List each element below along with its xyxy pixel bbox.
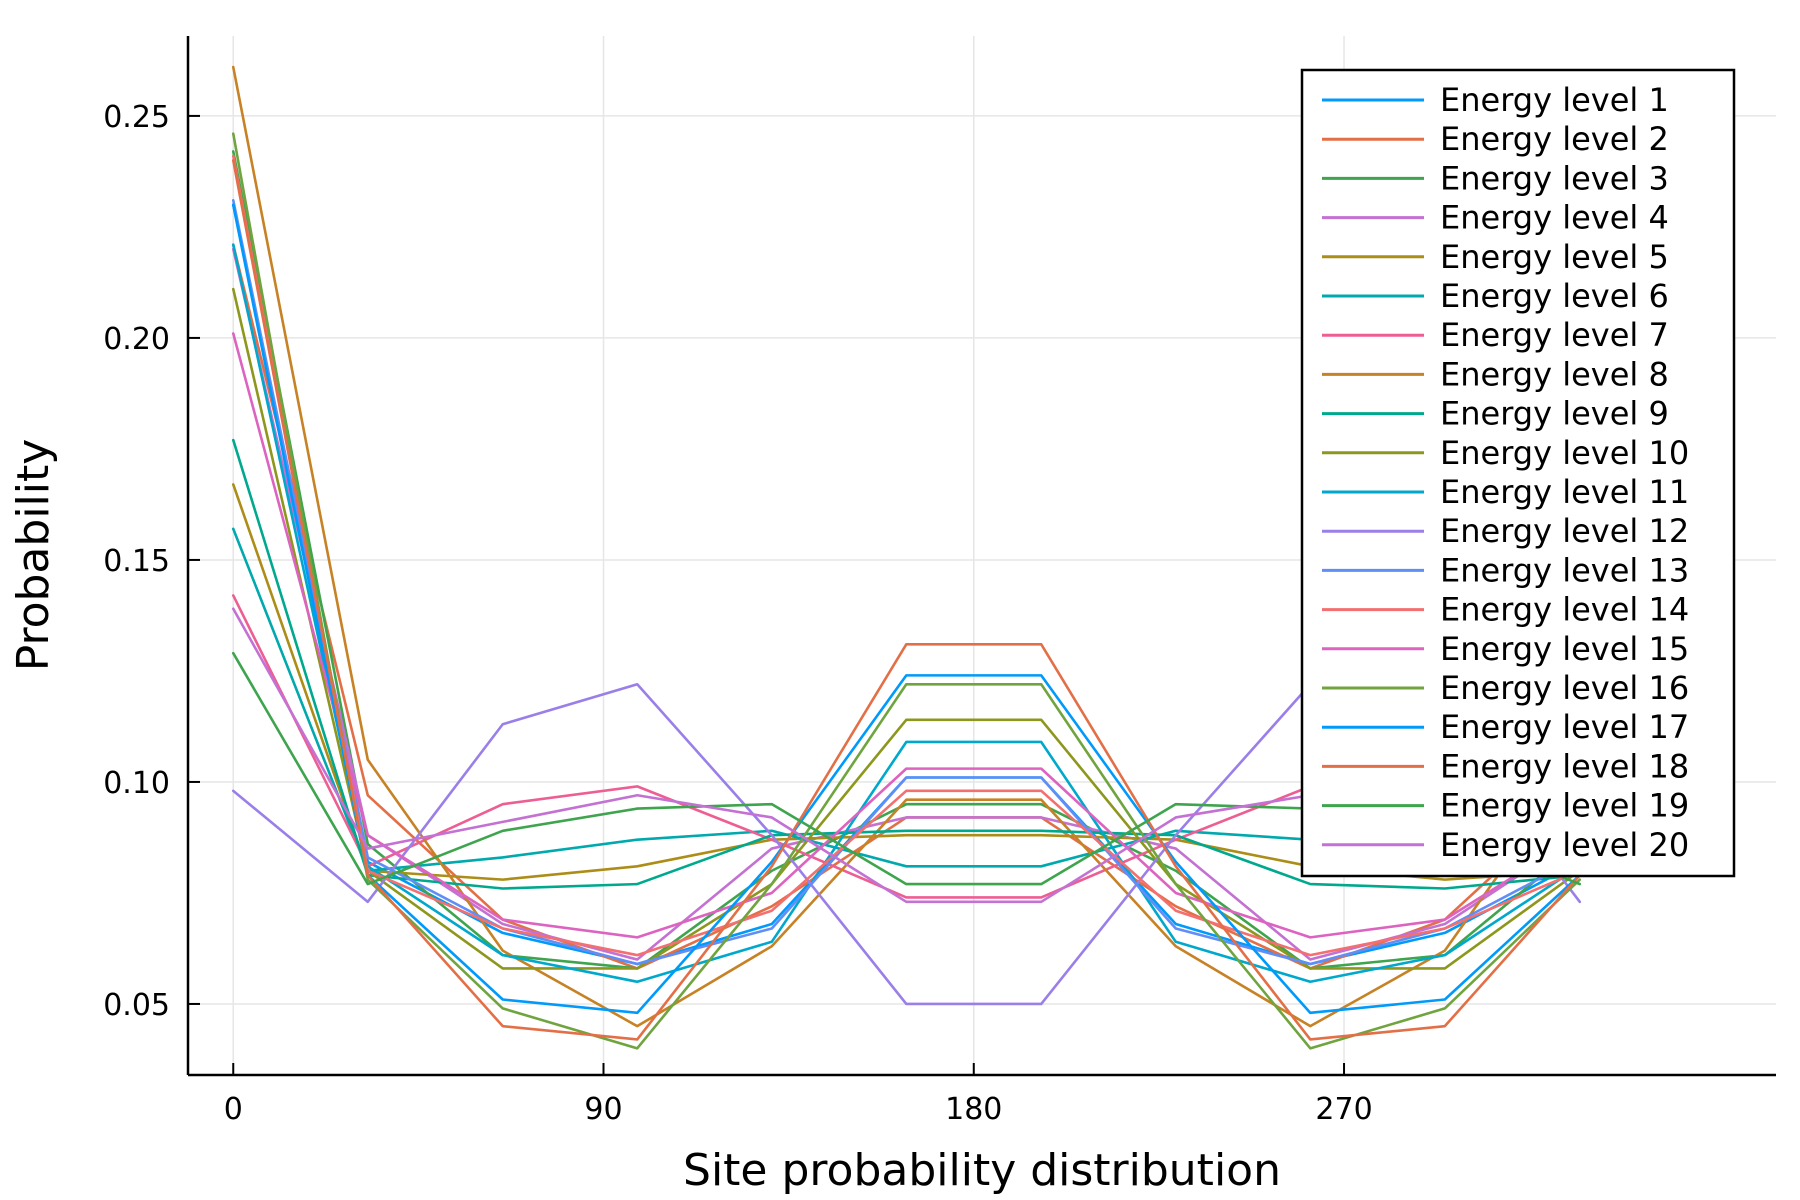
- x-tick-label: 90: [584, 1092, 622, 1127]
- legend-label: Energy level 3: [1440, 159, 1669, 197]
- legend-label: Energy level 6: [1440, 277, 1669, 315]
- legend-label: Energy level 12: [1440, 512, 1689, 550]
- x-tick-label: 180: [945, 1092, 1002, 1127]
- legend-label: Energy level 16: [1440, 669, 1689, 707]
- legend-label: Energy level 14: [1440, 591, 1689, 629]
- y-tick-label: 0.05: [103, 988, 170, 1023]
- y-tick-label: 0.25: [103, 100, 170, 135]
- series-line-energy-level-13: [231, 198, 1582, 966]
- x-tick-label: 270: [1315, 1092, 1372, 1127]
- legend-label: Energy level 13: [1440, 551, 1689, 589]
- series-line-energy-level-17: [231, 203, 1582, 1015]
- series-line-energy-level-15: [231, 332, 1582, 939]
- x-axis-title: Site probability distribution: [683, 1145, 1281, 1196]
- y-tick-label: 0.10: [103, 766, 170, 801]
- series-line-energy-level-18: [231, 159, 1582, 1041]
- legend-label: Energy level 19: [1440, 787, 1689, 825]
- legend-label: Energy level 4: [1440, 199, 1669, 237]
- legend-label: Energy level 20: [1440, 826, 1689, 864]
- legend-label: Energy level 15: [1440, 630, 1689, 668]
- legend-label: Energy level 17: [1440, 708, 1689, 746]
- y-axis-title: Probability: [8, 439, 59, 672]
- legend-label: Energy level 11: [1440, 473, 1689, 511]
- y-tick-label: 0.20: [103, 322, 170, 357]
- y-tick-label: 0.15: [103, 544, 170, 579]
- legend-label: Energy level 1: [1440, 81, 1669, 119]
- legend-label: Energy level 8: [1440, 355, 1669, 393]
- x-tick-label: 0: [224, 1092, 243, 1127]
- legend-label: Energy level 7: [1440, 316, 1669, 354]
- legend-label: Energy level 18: [1440, 747, 1689, 785]
- series-line-energy-level-10: [231, 287, 1582, 970]
- series-line-energy-level-8: [231, 65, 1582, 1028]
- legend-label: Energy level 9: [1440, 395, 1669, 433]
- series-line-energy-level-9: [231, 438, 1582, 890]
- series-line-energy-level-11: [231, 243, 1582, 984]
- legend-label: Energy level 10: [1440, 434, 1689, 472]
- legend-box: [1300, 68, 1736, 878]
- legend-label: Energy level 2: [1440, 120, 1669, 158]
- series-line-energy-level-3: [231, 150, 1582, 970]
- axes: [186, 36, 1776, 1077]
- legend-label: Energy level 5: [1440, 238, 1669, 276]
- series-line-energy-level-14: [231, 154, 1582, 957]
- series-line-energy-level-4: [231, 247, 1582, 961]
- tick-labels: 0 90 180 270 0.05 0.10 0.15 0.20 0.25: [103, 100, 1372, 1127]
